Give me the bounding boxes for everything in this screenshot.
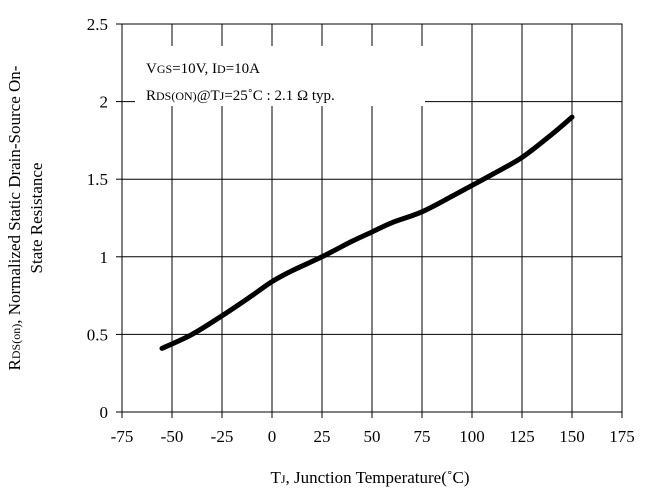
x-tick-label: -50 [161,427,184,446]
y-tick-label: 0 [100,403,109,422]
annotation-line-1: VGS=10V, ID=10A [146,61,260,77]
y-tick-label: 2 [100,93,109,112]
annotation-box [135,46,425,106]
x-tick-label: 50 [364,427,381,446]
y-tick-labels: 0 0.5 1 1.5 2 2.5 [87,15,108,422]
x-tick-label: 25 [314,427,331,446]
x-tick-label: 175 [609,427,635,446]
y-tick-label: 1.5 [87,170,108,189]
x-tick-label: 100 [459,427,485,446]
x-tick-label: -25 [211,427,234,446]
x-tick-label: 0 [268,427,277,446]
x-tick-label: 75 [414,427,431,446]
x-tick-label: 125 [509,427,535,446]
y-axis-label-line-1: RDS(on), Normalized Static Drain-Source … [5,65,24,370]
y-axis-label-line-2: State Resistance [27,163,46,274]
axis-ticks [116,23,623,418]
series-line [159,114,575,351]
annotation-line-2: RDS(ON)@TJ=25˚C : 2.1 Ω typ. [146,88,335,104]
x-tick-labels: -75 -50 -25 0 25 50 75 100 125 150 175 [111,427,635,446]
y-tick-label: 2.5 [87,15,108,34]
y-tick-label: 0.5 [87,325,108,344]
x-tick-label: -75 [111,427,134,446]
x-tick-label: 150 [559,427,585,446]
y-tick-label: 1 [100,248,109,267]
x-axis-label: TJ, Junction Temperature(˚C) [270,468,469,487]
y-axis-label: RDS(on), Normalized Static Drain-Source … [5,65,46,370]
